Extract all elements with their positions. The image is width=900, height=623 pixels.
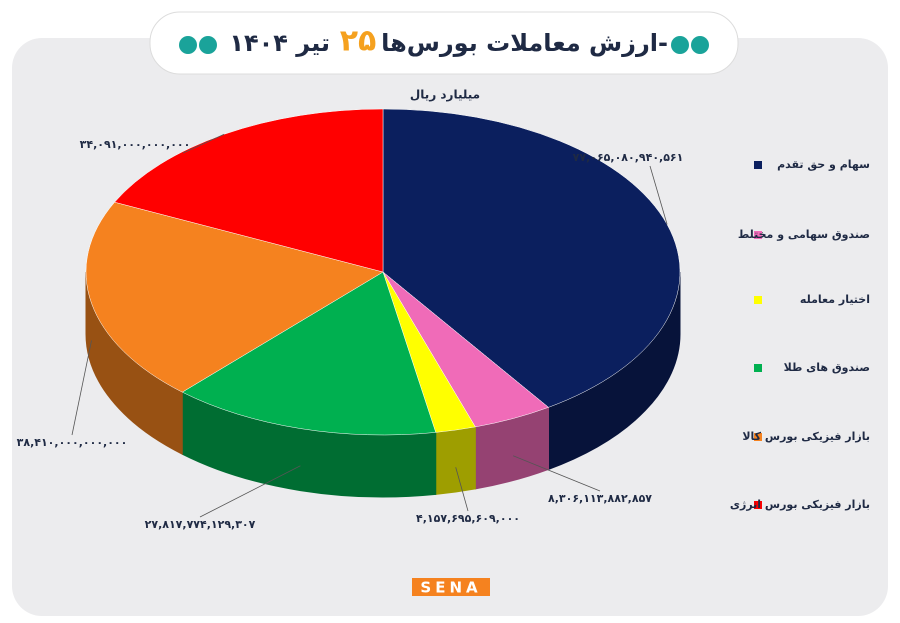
legend-label: صندوق های طلا xyxy=(784,361,870,374)
legend-label: اختیار معامله xyxy=(800,293,870,306)
pie-tops xyxy=(85,108,681,436)
leader-line xyxy=(199,465,301,518)
pie-slice xyxy=(181,271,437,436)
leader-line xyxy=(71,340,92,436)
value-label: ۲۷,۸۱۷,۷۷۴,۱۲۹,۳۰۷ xyxy=(145,518,256,531)
logo-box xyxy=(412,578,490,596)
leader-line xyxy=(512,455,601,492)
quote-decoration xyxy=(179,36,709,54)
value-label: ۳۸,۴۱۰,۰۰۰,۰۰۰,۰۰۰ xyxy=(17,436,128,449)
logo: SENA xyxy=(412,578,490,597)
legend-swatch xyxy=(754,161,762,169)
legend-swatch xyxy=(754,231,762,239)
legend-swatch xyxy=(754,501,762,509)
pie-side xyxy=(435,426,476,495)
logo-text: SENA xyxy=(420,579,481,597)
value-label: ۸,۳۰۶,۱۱۳,۸۸۲,۸۵۷ xyxy=(548,492,652,505)
chart-title: ارزش معاملات بورس‌ها- xyxy=(381,29,668,57)
legend-swatch xyxy=(754,364,762,372)
title-day: ۲۵ xyxy=(340,24,377,59)
title-pill xyxy=(149,11,739,75)
value-label: ۴,۱۵۷,۶۹۵,۶۰۹,۰۰۰ xyxy=(416,512,520,525)
legend-label: صندوق سهامی و مختلط xyxy=(738,228,870,241)
value-label: ۳۴,۰۹۱,۰۰۰,۰۰۰,۰۰۰ xyxy=(80,138,191,151)
value-label: ۷۷,۰۶۵,۰۸۰,۹۴۰,۵۶۱ xyxy=(573,151,684,164)
leader-line xyxy=(455,467,469,512)
legend-swatch xyxy=(754,433,762,441)
pie-slice xyxy=(114,108,384,273)
leader-line xyxy=(182,133,225,154)
pie-slice xyxy=(85,201,384,393)
subtitle: میلیارد ریال xyxy=(410,88,480,102)
legend-label: بازار فیزیکی بورس انرژی xyxy=(730,498,870,511)
leader-line xyxy=(649,165,668,225)
legend-swatch xyxy=(754,296,762,304)
legend-label: سهام و حق تقدم xyxy=(777,158,870,171)
legend-label: بازار فیزیکی بورس کالا xyxy=(742,430,870,443)
title-date: تیر ۱۴۰۴ xyxy=(229,29,330,57)
